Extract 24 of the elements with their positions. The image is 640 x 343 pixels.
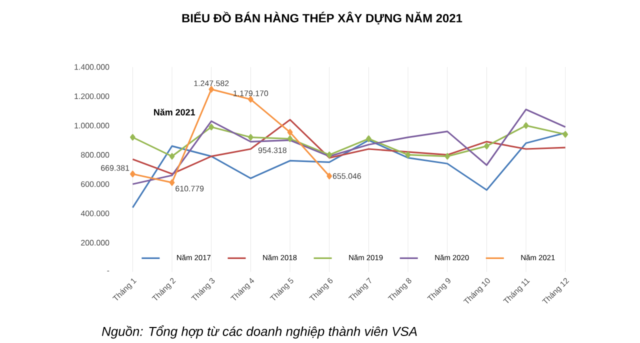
- point: [366, 135, 372, 142]
- point: [484, 142, 490, 150]
- point: [405, 152, 411, 158]
- point: [444, 153, 450, 160]
- text: Nguồn: Tổng hợp từ các doanh nghiệp thành viên VSA: [102, 325, 417, 339]
- line-series: [132, 132, 566, 208]
- point: [326, 172, 332, 180]
- point: [248, 96, 254, 103]
- point: [287, 135, 293, 142]
- chart-title: BIỂU ĐỒ BÁN HÀNG THÉP XÂY DỰNG NĂM 2021: [182, 12, 462, 24]
- point: [169, 153, 175, 160]
- point: [562, 131, 568, 138]
- point: [130, 170, 136, 178]
- annotation: Năm 2021: [154, 108, 196, 116]
- line-series: [132, 108, 566, 185]
- point: [523, 122, 529, 129]
- point: [208, 124, 214, 130]
- point: [287, 128, 293, 136]
- point: [248, 134, 254, 141]
- line-series: [132, 118, 566, 175]
- point: [326, 152, 332, 158]
- point: [130, 134, 136, 141]
- point: [169, 179, 175, 186]
- point: [208, 86, 214, 93]
